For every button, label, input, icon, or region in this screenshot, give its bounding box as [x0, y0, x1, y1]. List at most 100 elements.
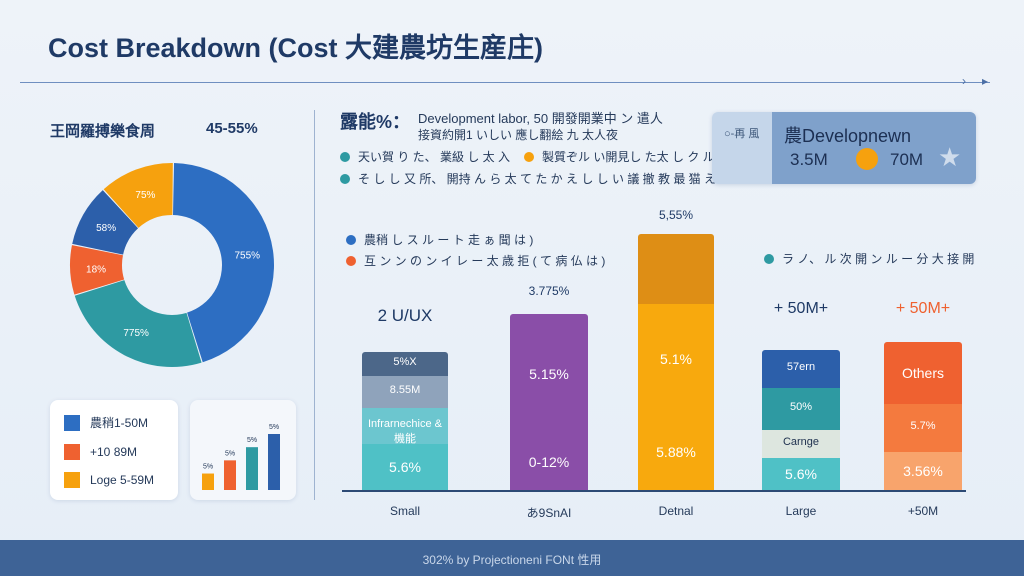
info-item-text: 天い賀 り た、 業級 し 太 入 [358, 150, 511, 164]
donut-slice-label: 58% [96, 223, 116, 234]
bar-segment-label: 57ern [786, 361, 816, 373]
bar-segment: 0-12% [510, 434, 588, 490]
chart-legend-item: ラ ノ、 ル 次 開 ン ル ー 分 大 接 開 [764, 250, 974, 267]
legend-item: +10 89M [64, 444, 137, 460]
legend-swatch [64, 414, 80, 431]
donut-slice-label: 18% [86, 264, 106, 275]
mini-bar-label: 5% [203, 464, 213, 471]
bar-segment-label: Others [901, 365, 944, 381]
legend-label: 農稍1-50M [90, 416, 149, 430]
bar-segment: 3.56% [884, 452, 962, 490]
section-divider [314, 110, 315, 500]
stacked-bar-chart: 5.6% Infrarnechice & 機能 8.55M 5%X 2 U/UX Smal… [362, 208, 962, 520]
mini-bar [224, 460, 236, 490]
chart-legend-item: 互 ン ン の ン イ レ ー 太 歳 拒 ( て 病 仏 は ) [346, 252, 605, 269]
chart-baseline [342, 490, 966, 492]
bar-segment: 5.15% [510, 314, 588, 434]
legend-item: Loge 5-59M [64, 472, 154, 488]
info-heading-line1: Development labor, 50 開發開業中 ン 遣人 [418, 111, 663, 126]
donut-slice [70, 245, 125, 295]
header-divider [20, 82, 990, 83]
donut-slice [72, 190, 139, 255]
bar-segment: Infrarnechice & 機能 [362, 408, 448, 445]
donut-slice [172, 163, 275, 363]
bar-segment: Others [884, 342, 962, 404]
bar-top-label: + 50M+ [773, 300, 829, 317]
x-axis-tick-label: Detnal [658, 504, 694, 518]
legend-item: 農稍1-50M [64, 414, 148, 431]
mini-bar-chart: 5% 5% 5% 5% [202, 424, 280, 490]
chart-legend-label: ラ ノ、 ル 次 開 ン ル ー 分 大 接 開 [782, 252, 975, 266]
yellow-dot-icon [524, 151, 535, 162]
bar-segment: Carnge [762, 430, 840, 458]
bar-top-label: + 50M+ [895, 300, 951, 317]
donut-slice [103, 163, 173, 228]
orange-circle-icon [856, 148, 878, 170]
mini-bar [268, 434, 280, 490]
bar-segment-label: 5.15% [529, 366, 569, 382]
bar-top-label: 2 U/UX [377, 306, 433, 325]
donut-header-label: 王岡羅搏樂食周 [50, 123, 156, 140]
info-item-text: そ し し 又 所、 開持 ん ら 太 て た か え し し い 議 撤 教 … [358, 172, 744, 186]
page-title: Cost Breakdown (Cost 大建農坊生産庄) [48, 33, 544, 63]
chart-legend-label: 互 ン ン の ン イ レ ー 太 歳 拒 ( て 病 仏 は ) [364, 254, 606, 268]
footer-bar: 302% by Projectioneni FONt 性用 [0, 540, 1024, 576]
badge-title: 農Developnewn [784, 126, 912, 146]
bar-segment-label: 0-12% [528, 454, 570, 470]
legend-swatch [64, 472, 80, 488]
badge-value-1: 3.5M [790, 150, 828, 169]
mini-bar-label: 5% [225, 450, 235, 457]
footer-text: 302% by Projectioneni FONt 性用 [422, 553, 602, 567]
donut-slice-label: 75% [135, 190, 155, 201]
mini-bar-label: 5% [269, 424, 279, 431]
donut-slice-label: 755% [234, 251, 260, 262]
info-heading-prefix: 露能%： [340, 112, 411, 132]
arrow-right-icon: ▸ [982, 74, 989, 88]
orange-dot-icon [346, 255, 356, 266]
x-axis-tick-label: +50M [907, 504, 939, 518]
development-badge: ○-再 風 農Developnewn 3.5M 70M ★ [712, 112, 976, 184]
bar-segment: 5.6% [362, 444, 448, 490]
teal-dot-icon [764, 253, 774, 264]
bar-segment: 5%X [362, 352, 448, 376]
teal-dot-icon [340, 173, 350, 184]
star-icon: ★ [938, 142, 962, 172]
x-axis-tick-label: Small [389, 504, 420, 518]
bar-segment-label: 5%X [393, 356, 417, 368]
legend-label: Loge 5-59M [90, 473, 155, 487]
donut-legend-card: 農稍1-50M +10 89M Loge 5-59M [50, 400, 178, 500]
bar-segment: 5.1% [638, 304, 714, 414]
bar-top-label: 5,55% [658, 208, 694, 222]
donut-slice-label: 775% [123, 328, 149, 339]
bar-segment-label: 3.56% [903, 463, 943, 479]
mini-bar-label: 5% [247, 437, 257, 444]
badge-value-2: 70M [890, 150, 924, 169]
bar-segment: 5.6% [762, 458, 840, 490]
bar-segment: 50% [762, 388, 840, 430]
bar-top-label: 3.775% [528, 284, 570, 298]
bar-segment-label: 5.7% [910, 420, 936, 432]
bar-segment: 5.88% [638, 414, 714, 490]
bar-segment-label: 8.55M [389, 384, 421, 396]
x-axis-tick-label: Large [785, 504, 817, 518]
bar-segment-label: 5.6% [389, 459, 421, 475]
bar-segment [638, 234, 714, 304]
badge-left-panel: ○-再 風 [712, 112, 772, 184]
mini-bar-chart-card: 5% 5% 5% 5% [190, 400, 296, 500]
badge-right-panel: 農Developnewn 3.5M 70M ★ [772, 112, 976, 184]
x-axis-tick-label: あ9SnAI [526, 506, 572, 520]
blue-dot-icon [346, 234, 356, 245]
bar-segment-label: Carnge [782, 436, 820, 448]
mini-bar [202, 473, 214, 490]
chevron-right-icon: › [962, 74, 966, 88]
bar-segment: 8.55M [362, 376, 448, 408]
bar-segment-label: 50% [789, 401, 813, 413]
bar-segment: 5.7% [884, 404, 962, 452]
bar-segment-label: Infrarnechice & 機能 [368, 418, 442, 445]
mini-bar [246, 447, 258, 490]
legend-label: +10 89M [90, 445, 138, 459]
bar-segment-label: 5.88% [656, 444, 696, 460]
chart-legend-label: 農稍 し ス ル ー ト 走 ぁ 聞 は ) [364, 233, 534, 247]
chart-legend-item: 農稍 し ス ル ー ト 走 ぁ 聞 は ) [346, 231, 533, 248]
donut-slice [74, 280, 202, 367]
